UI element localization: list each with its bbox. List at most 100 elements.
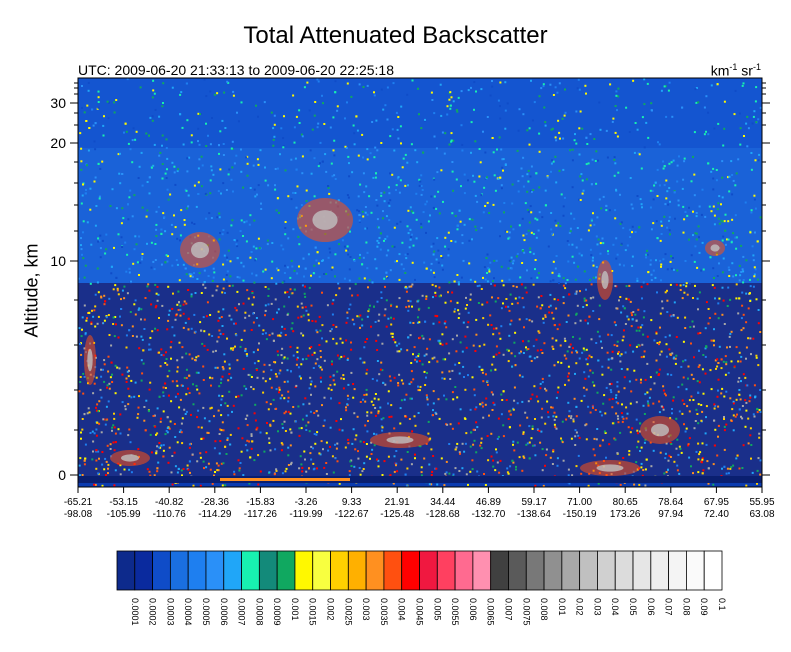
speckle-pixel — [375, 199, 378, 201]
speckle-pixel — [486, 253, 489, 256]
speckle-pixel — [374, 146, 377, 149]
speckle-pixel — [352, 383, 355, 385]
speckle-pixel — [528, 143, 531, 146]
speckle-pixel — [599, 444, 602, 447]
speckle-pixel — [358, 214, 361, 217]
speckle-pixel — [584, 424, 587, 427]
speckle-pixel — [564, 340, 567, 342]
speckle-pixel — [260, 202, 262, 205]
speckle-pixel — [133, 248, 136, 251]
speckle-pixel — [695, 212, 698, 214]
speckle-pixel — [284, 334, 287, 336]
speckle-pixel — [93, 309, 96, 312]
speckle-pixel — [572, 420, 575, 423]
speckle-pixel — [192, 403, 195, 406]
speckle-pixel — [515, 468, 517, 471]
speckle-pixel — [666, 373, 669, 376]
speckle-pixel — [589, 133, 592, 136]
speckle-pixel — [327, 185, 330, 188]
speckle-pixel — [505, 399, 508, 401]
colorbar-label: 0.0004 — [183, 598, 193, 626]
speckle-pixel — [744, 399, 747, 402]
speckle-pixel — [410, 362, 413, 364]
speckle-pixel — [558, 273, 561, 276]
speckle-pixel — [406, 253, 409, 255]
speckle-pixel — [408, 285, 411, 288]
speckle-pixel — [104, 252, 107, 255]
speckle-pixel — [285, 467, 288, 470]
speckle-pixel — [310, 393, 312, 396]
speckle-pixel — [217, 409, 220, 412]
x-tick-lon: -114.29 — [198, 509, 232, 520]
speckle-pixel — [589, 248, 592, 251]
speckle-pixel — [682, 231, 685, 234]
speckle-pixel — [346, 357, 349, 360]
speckle-pixel — [365, 443, 368, 445]
speckle-pixel — [555, 339, 558, 342]
speckle-pixel — [620, 368, 623, 370]
speckle-pixel — [687, 444, 690, 447]
speckle-pixel — [141, 184, 144, 187]
speckle-pixel — [490, 283, 493, 285]
colorbar-swatch — [597, 550, 616, 591]
speckle-pixel — [738, 377, 741, 380]
speckle-pixel — [142, 362, 145, 365]
speckle-pixel — [536, 218, 539, 221]
speckle-pixel — [566, 279, 569, 281]
speckle-pixel — [552, 449, 555, 452]
speckle-pixel — [197, 371, 200, 374]
speckle-pixel — [753, 198, 756, 201]
speckle-pixel — [255, 317, 258, 319]
speckle-pixel — [270, 386, 273, 389]
speckle-pixel — [740, 415, 742, 418]
speckle-pixel — [688, 456, 691, 459]
speckle-pixel — [715, 367, 717, 370]
speckle-pixel — [179, 304, 182, 307]
speckle-pixel — [362, 172, 365, 175]
speckle-pixel — [538, 150, 541, 153]
speckle-pixel — [541, 352, 544, 354]
speckle-pixel — [119, 432, 122, 435]
speckle-pixel — [699, 451, 702, 454]
speckle-pixel — [749, 300, 752, 302]
speckle-pixel — [728, 269, 731, 271]
speckle-pixel — [242, 302, 245, 305]
speckle-pixel — [334, 457, 337, 460]
speckle-pixel — [442, 200, 444, 203]
speckle-pixel — [226, 439, 229, 441]
speckle-pixel — [575, 349, 578, 352]
speckle-pixel — [523, 251, 526, 254]
speckle-pixel — [308, 402, 311, 405]
speckle-pixel — [641, 116, 644, 119]
speckle-pixel — [268, 364, 271, 367]
speckle-pixel — [428, 463, 431, 466]
speckle-pixel — [218, 212, 221, 215]
colorbar-swatch — [668, 550, 687, 591]
speckle-pixel — [210, 384, 212, 387]
speckle-pixel — [616, 385, 619, 388]
speckle-pixel — [444, 301, 447, 304]
speckle-pixel — [697, 442, 700, 445]
speckle-pixel — [355, 115, 358, 118]
speckle-pixel — [469, 278, 472, 281]
speckle-pixel — [239, 345, 242, 348]
speckle-pixel — [752, 254, 755, 257]
speckle-pixel — [375, 433, 378, 436]
speckle-pixel — [341, 429, 344, 432]
speckle-pixel — [509, 413, 512, 416]
speckle-pixel — [533, 444, 536, 447]
speckle-pixel — [529, 247, 532, 250]
speckle-pixel — [179, 308, 182, 311]
speckle-pixel — [567, 474, 570, 477]
speckle-pixel — [611, 422, 614, 425]
speckle-pixel — [236, 276, 239, 279]
colorbar-label: 0.0007 — [237, 598, 247, 626]
speckle-pixel — [737, 380, 740, 383]
speckle-pixel — [140, 318, 142, 321]
speckle-pixel — [460, 185, 462, 188]
speckle-pixel — [231, 140, 234, 143]
speckle-pixel — [622, 335, 625, 338]
speckle-pixel — [621, 339, 624, 342]
speckle-pixel — [722, 360, 725, 363]
speckle-pixel — [529, 205, 532, 208]
